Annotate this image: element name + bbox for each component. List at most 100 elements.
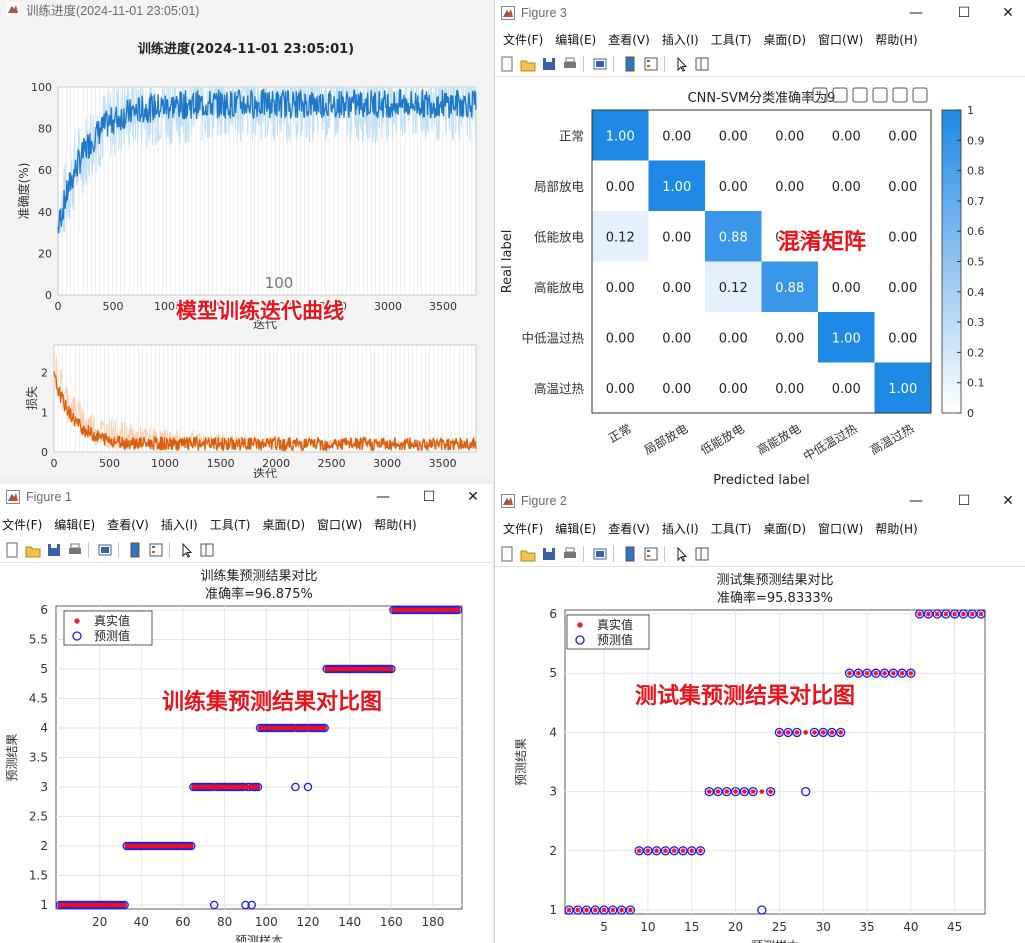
legend-pred-label: 预测值 <box>597 632 633 647</box>
figure2-titlebar[interactable]: Figure 2 <box>495 488 1025 514</box>
colorbar-tick-label: 0.2 <box>967 346 985 359</box>
confusion-xlabel: Predicted label <box>713 473 810 488</box>
print-icon[interactable] <box>66 541 84 559</box>
confusion-cell-value: 0.00 <box>832 382 861 397</box>
chart-title: 测试集预测结果对比 <box>716 572 833 588</box>
colorbar-icon[interactable] <box>126 541 144 559</box>
new-file-icon[interactable] <box>498 55 516 73</box>
data-tip-icon <box>832 87 848 103</box>
menu-window[interactable]: 窗口(W) <box>818 32 864 47</box>
colorbar-tick-label: 0.3 <box>967 316 985 329</box>
menu-insert[interactable]: 插入(I) <box>160 517 198 532</box>
menu-help[interactable]: 帮助(H) <box>875 32 918 47</box>
pointer-icon[interactable] <box>177 541 195 559</box>
close-button[interactable]: ✕ <box>467 489 479 505</box>
row-label: 正常 <box>559 128 584 143</box>
menu-desktop[interactable]: 桌面(D) <box>763 32 807 47</box>
predicted-point <box>669 846 679 856</box>
menu-tools[interactable]: 工具(T) <box>710 32 752 47</box>
accuracy-ytick: 80 <box>38 123 52 136</box>
menu-file[interactable]: 文件(F) <box>503 32 544 47</box>
legend-icon[interactable] <box>642 545 660 563</box>
confusion-cell <box>648 261 705 312</box>
xtick-label: 30 <box>816 920 831 934</box>
colorbar-icon[interactable] <box>621 55 639 73</box>
menu-edit[interactable]: 编辑(E) <box>555 32 597 47</box>
link-plot-icon[interactable] <box>591 55 609 73</box>
menu-file[interactable]: 文件(F) <box>503 521 544 536</box>
predicted-point <box>564 905 574 915</box>
predicted-point <box>783 727 793 738</box>
menu-desktop[interactable]: 桌面(D) <box>262 517 306 532</box>
minimize-button[interactable]: — <box>376 489 390 505</box>
confusion-cell-value: 0.00 <box>832 180 861 195</box>
confusion-cell <box>592 110 649 161</box>
column-label: 低能放电 <box>698 421 747 458</box>
menu-desktop[interactable]: 桌面(D) <box>763 521 807 536</box>
open-folder-icon[interactable] <box>24 541 42 559</box>
property-inspector-icon[interactable] <box>198 541 216 559</box>
link-plot-icon[interactable] <box>96 541 114 559</box>
figure2-overlay-caption: 测试集预测结果对比图 <box>635 683 856 709</box>
menu-view[interactable]: 查看(V) <box>107 517 149 532</box>
open-folder-icon[interactable] <box>519 545 537 563</box>
save-icon[interactable] <box>540 545 558 563</box>
menu-tools[interactable]: 工具(T) <box>710 521 752 536</box>
close-button[interactable]: ✕ <box>1002 493 1014 509</box>
predicted-point <box>652 846 662 856</box>
maximize-button[interactable]: ☐ <box>957 493 971 509</box>
legend-icon[interactable] <box>642 55 660 73</box>
property-inspector-icon[interactable] <box>693 545 711 563</box>
menu-edit[interactable]: 编辑(E) <box>555 521 597 536</box>
menu-file[interactable]: 文件(F) <box>2 517 43 532</box>
maximize-button[interactable]: ☐ <box>957 5 971 21</box>
maximize-button[interactable]: ☐ <box>422 489 436 505</box>
figure1-titlebar[interactable]: Figure 1 <box>0 484 492 510</box>
confusion-cell-value: 0.00 <box>775 331 804 346</box>
confusion-cell-value: 0.00 <box>719 180 748 195</box>
legend-pred-marker <box>72 631 82 641</box>
property-inspector-icon[interactable] <box>693 55 711 73</box>
new-file-icon[interactable] <box>498 545 516 563</box>
true-point <box>654 848 660 854</box>
minimize-button[interactable]: — <box>909 493 923 509</box>
close-button[interactable]: ✕ <box>1002 5 1014 21</box>
print-icon[interactable] <box>561 55 579 73</box>
colorbar-icon[interactable] <box>621 545 639 563</box>
minimize-button[interactable]: — <box>909 5 923 21</box>
print-icon[interactable] <box>561 545 579 563</box>
menu-help[interactable]: 帮助(H) <box>875 521 918 536</box>
menu-insert[interactable]: 插入(I) <box>661 521 699 536</box>
predicted-point <box>836 727 846 738</box>
link-plot-icon[interactable] <box>591 545 609 563</box>
menu-view[interactable]: 查看(V) <box>608 32 650 47</box>
menu-help[interactable]: 帮助(H) <box>374 517 417 532</box>
figure3-titlebar[interactable]: Figure 3 <box>495 0 1025 26</box>
menu-edit[interactable]: 编辑(E) <box>54 517 96 532</box>
confusion-cell <box>874 312 931 363</box>
new-file-icon[interactable] <box>3 541 21 559</box>
predicted-point <box>950 609 960 619</box>
save-icon[interactable] <box>540 55 558 73</box>
menu-insert[interactable]: 插入(I) <box>661 32 699 47</box>
predicted-point <box>853 668 863 678</box>
progress-titlebar[interactable]: 训练进度(2024-11-01 23:05:01) <box>0 0 492 18</box>
confusion-cell <box>818 261 875 312</box>
save-icon[interactable] <box>45 541 63 559</box>
open-folder-icon[interactable] <box>519 55 537 73</box>
true-point <box>855 670 861 676</box>
menu-tools[interactable]: 工具(T) <box>209 517 251 532</box>
menu-view[interactable]: 查看(V) <box>608 521 650 536</box>
accuracy-xtick: 2500 <box>319 300 347 313</box>
confusion-cell <box>648 211 705 262</box>
menu-window[interactable]: 窗口(W) <box>317 517 363 532</box>
colorbar-tick-label: 0.4 <box>967 286 985 299</box>
colorbar-tick-label: 0.7 <box>967 195 985 208</box>
predicted-point <box>923 609 934 619</box>
confusion-cell <box>874 261 931 312</box>
pointer-icon[interactable] <box>672 545 690 563</box>
pointer-icon[interactable] <box>672 55 690 73</box>
true-point <box>882 670 888 676</box>
menu-window[interactable]: 窗口(W) <box>818 521 864 536</box>
legend-icon[interactable] <box>147 541 165 559</box>
